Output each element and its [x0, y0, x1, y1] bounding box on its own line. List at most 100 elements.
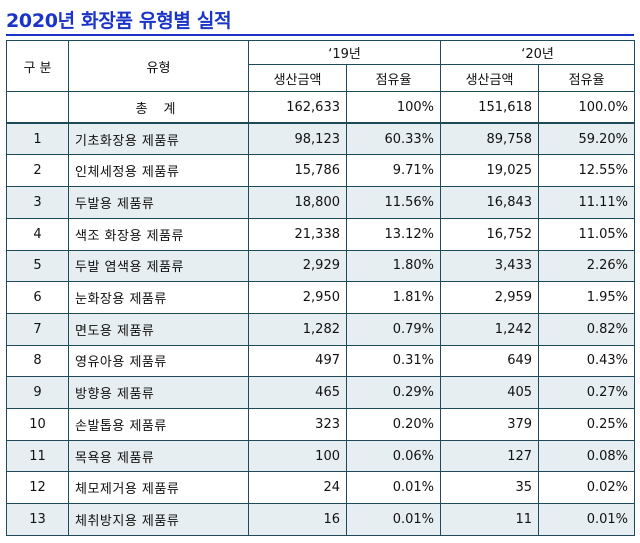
share-19: 0.29% [345, 376, 442, 410]
table-row: 3 두발용 제품류 18,800 11.56% 16,843 11.11% [6, 186, 636, 219]
production-20: 127 [440, 439, 540, 473]
table-row: 6 눈화장용 제품류 2,950 1.81% 2,959 1.95% [6, 281, 636, 314]
production-20: 3,433 [440, 249, 540, 283]
table-body: 총 계 162,633 100% 151,618 100.0% 1 기초화장용 제품류 98,… [6, 91, 636, 536]
row-type: 목욕용 제품류 [68, 439, 249, 473]
row-number: 6 [6, 281, 69, 314]
share-20: 1.95% [538, 281, 636, 314]
production-19: 21,338 [248, 217, 347, 251]
table-row: 8 영유아용 제품류 497 0.31% 649 0.43% [6, 344, 636, 378]
share-20: 0.08% [538, 439, 636, 473]
table-row: 2 인체세정용 제품류 15,786 9.71% 19,025 12.55% [6, 154, 636, 188]
table-row: 5 두발 염색용 제품류 2,929 1.80% 3,433 2.26% [6, 249, 636, 283]
table-row: 1 기초화장용 제품류 98,123 60.33% 89,758 59.20% [6, 122, 636, 156]
row-type: 총 계 [68, 91, 249, 124]
share-20: 0.25% [538, 408, 636, 441]
row-type: 체취방지용 제품류 [68, 503, 249, 536]
row-type: 인체세정용 제품류 [68, 154, 249, 188]
production-20: 405 [440, 376, 540, 410]
share-19: 0.31% [345, 344, 442, 378]
row-type: 영유아용 제품류 [68, 344, 249, 378]
share-20: 100.0% [538, 91, 636, 124]
production-19: 2,950 [248, 281, 347, 314]
share-19: 0.01% [345, 503, 442, 536]
header-row-metrics: 생산금액 점유율 생산금액 점유율 [7, 64, 636, 92]
row-number: 1 [6, 122, 69, 156]
production-19: 16 [248, 503, 347, 536]
row-number: 11 [6, 439, 69, 473]
production-19: 2,929 [248, 249, 347, 283]
row-number: 5 [6, 249, 69, 283]
header-share-19: 점유율 [345, 64, 442, 92]
share-19: 100% [345, 91, 442, 124]
share-19: 1.81% [345, 281, 442, 314]
share-19: 13.12% [345, 217, 442, 251]
row-number: 13 [6, 503, 69, 536]
row-number: 3 [6, 186, 69, 219]
production-20: 11 [440, 503, 540, 536]
production-19: 24 [248, 471, 347, 505]
production-20: 1,242 [440, 312, 540, 346]
share-20: 0.02% [538, 471, 636, 505]
row-type: 두발용 제품류 [68, 186, 249, 219]
share-19: 60.33% [345, 122, 442, 156]
row-type: 눈화장용 제품류 [68, 281, 249, 314]
row-number: 4 [6, 217, 69, 251]
header-production-19: 생산금액 [248, 64, 347, 92]
share-19: 9.71% [345, 154, 442, 188]
production-19: 162,633 [248, 91, 347, 124]
production-20: 649 [440, 344, 540, 378]
production-20: 89,758 [440, 122, 540, 156]
share-20: 11.11% [538, 186, 636, 219]
header-col-type: 유형 [68, 40, 249, 92]
table-row: 4 색조 화장용 제품류 21,338 13.12% 16,752 11.05% [6, 217, 636, 251]
header-year-19: ‘19년 [247, 40, 442, 65]
table-row: 10 손발톱용 제품류 323 0.20% 379 0.25% [6, 408, 636, 441]
row-number: 8 [6, 344, 69, 378]
table-row: 9 방향용 제품류 465 0.29% 405 0.27% [6, 376, 636, 410]
production-20: 35 [440, 471, 540, 505]
production-19: 323 [248, 408, 347, 441]
production-19: 497 [248, 344, 347, 378]
share-20: 12.55% [538, 154, 636, 188]
header-col-group: 구 분 [6, 40, 69, 92]
table-row: 13 체취방지용 제품류 16 0.01% 11 0.01% [6, 503, 636, 536]
row-number [6, 91, 69, 124]
production-20: 16,752 [440, 217, 540, 251]
share-20: 11.05% [538, 217, 636, 251]
table-row-total: 총 계 162,633 100% 151,618 100.0% [6, 91, 636, 124]
row-number: 9 [6, 376, 69, 410]
production-19: 15,786 [248, 154, 347, 188]
production-20: 19,025 [440, 154, 540, 188]
row-type: 체모제거용 제품류 [68, 471, 249, 505]
header-row-years: 구 분 유형 ‘19년 ‘20년 [6, 40, 636, 92]
production-19: 1,282 [248, 312, 347, 346]
row-number: 10 [6, 408, 69, 441]
share-20: 0.82% [538, 312, 636, 346]
header-production-20: 생산금액 [440, 64, 540, 92]
share-20: 2.26% [538, 249, 636, 283]
production-19: 100 [248, 439, 347, 473]
production-20: 2,959 [440, 281, 540, 314]
production-19: 18,800 [248, 186, 347, 219]
row-type: 방향용 제품류 [68, 376, 249, 410]
row-number: 2 [6, 154, 69, 188]
production-19: 98,123 [248, 122, 347, 156]
header-share-20: 점유율 [538, 64, 636, 92]
row-type: 손발톱용 제품류 [68, 408, 249, 441]
row-number: 7 [6, 312, 69, 346]
row-type: 기초화장용 제품류 [68, 122, 249, 156]
production-20: 151,618 [440, 91, 540, 124]
table-row: 12 체모제거용 제품류 24 0.01% 35 0.02% [6, 471, 636, 505]
share-20: 0.01% [538, 503, 636, 536]
share-19: 11.56% [345, 186, 442, 219]
row-type: 색조 화장용 제품류 [68, 217, 249, 251]
page-title: 2020년 화장품 유형별 실적 [6, 10, 232, 32]
share-19: 1.80% [345, 249, 442, 283]
table-row: 11 목욕용 제품류 100 0.06% 127 0.08% [6, 439, 636, 473]
production-19: 465 [248, 376, 347, 410]
share-20: 59.20% [538, 122, 636, 156]
share-19: 0.79% [345, 312, 442, 346]
title-underline [6, 34, 634, 36]
table-row: 7 면도용 제품류 1,282 0.79% 1,242 0.82% [6, 312, 636, 346]
